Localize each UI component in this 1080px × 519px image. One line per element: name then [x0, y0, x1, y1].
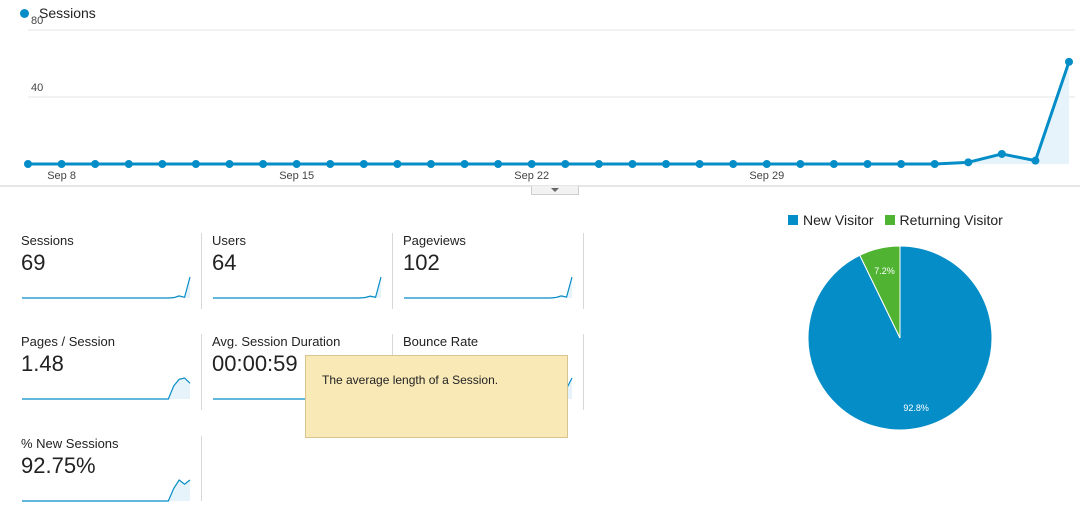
metric-label: Users	[212, 233, 246, 248]
data-point	[897, 160, 906, 168]
chart-legend[interactable]: Sessions	[20, 5, 96, 21]
sessions-line-chart[interactable]: 40 80 Sep 8 Sep 15 Sep 22 Sep 29	[0, 0, 1080, 200]
series-color-dot	[20, 8, 29, 18]
metric-new-sessions[interactable]: % New Sessions 92.75%	[21, 433, 202, 519]
metric-value: 64	[212, 250, 237, 275]
data-point	[1065, 57, 1073, 66]
metric-label: Pages / Session	[21, 334, 115, 349]
legend-item-new-visitor[interactable]: New Visitor	[788, 212, 874, 228]
sparkline	[22, 377, 191, 400]
data-point	[796, 160, 805, 168]
chevron-down-icon	[551, 188, 559, 192]
x-tick-label: Sep 22	[514, 170, 549, 182]
metric-pageviews[interactable]: Pageviews 102	[403, 230, 584, 316]
metric-value: 69	[21, 250, 46, 275]
collapse-chart-button[interactable]	[531, 186, 579, 195]
data-point	[292, 160, 301, 168]
data-point	[662, 160, 671, 168]
metric-divider	[201, 334, 202, 410]
x-tick-label: Sep 29	[749, 170, 784, 182]
series-line	[28, 61, 1071, 166]
metric-divider	[392, 233, 393, 309]
x-tick-label: Sep 8	[47, 170, 76, 182]
data-point	[930, 160, 939, 168]
visitor-type-pie-chart[interactable]: 92.8% 7.2%	[805, 243, 995, 433]
sparkline-line	[22, 276, 191, 299]
pie-slice-label: 92.8%	[903, 403, 929, 413]
data-point	[762, 160, 771, 168]
metric-label: Sessions	[21, 233, 74, 248]
metric-pages-per-session[interactable]: Pages / Session 1.48	[21, 331, 202, 417]
metric-value: 92.75%	[21, 453, 96, 478]
tooltip-text: The average length of a Session.	[322, 373, 499, 387]
data-point	[124, 160, 133, 168]
metric-sessions[interactable]: Sessions 69	[21, 230, 202, 316]
data-point	[57, 160, 66, 168]
data-point	[561, 160, 570, 168]
sparkline	[213, 276, 382, 299]
sparkline	[404, 276, 573, 299]
sparkline	[22, 479, 191, 502]
metric-label: Pageviews	[403, 233, 466, 248]
metric-label: Avg. Session Duration	[212, 334, 341, 349]
sparkline-line	[22, 479, 191, 502]
metric-value: 00:00:59	[212, 351, 298, 376]
legend-new-visitor-label: New Visitor	[803, 212, 874, 228]
legend-sessions-label: Sessions	[39, 5, 96, 21]
y-tick-label: 80	[31, 15, 43, 27]
metric-value: 102	[403, 250, 440, 275]
series-area	[28, 61, 1069, 165]
sparkline-area	[404, 277, 572, 298]
metric-label: % New Sessions	[21, 436, 119, 451]
new-visitor-swatch	[788, 215, 798, 225]
metric-divider	[201, 436, 202, 501]
data-point	[628, 160, 637, 168]
metric-divider	[583, 233, 584, 309]
data-point	[997, 149, 1006, 158]
sparkline-area	[22, 378, 190, 399]
sparkline-line	[404, 276, 573, 299]
data-point	[158, 160, 167, 168]
sparkline-area	[22, 480, 190, 501]
y-tick-label: 40	[31, 82, 43, 94]
metric-users[interactable]: Users 64	[212, 230, 393, 316]
data-point	[426, 160, 435, 168]
metric-tooltip: The average length of a Session.	[305, 355, 568, 438]
data-point	[259, 160, 268, 168]
data-point	[393, 160, 402, 168]
data-point	[91, 160, 100, 168]
data-point	[829, 160, 838, 168]
sparkline-line	[213, 276, 382, 299]
data-point	[1031, 156, 1040, 165]
pie-slice-returning-visitor	[859, 245, 901, 339]
metric-divider	[201, 233, 202, 309]
data-point	[964, 158, 973, 167]
data-point	[729, 160, 738, 168]
metric-label: Bounce Rate	[403, 334, 479, 349]
returning-visitor-swatch	[884, 215, 895, 225]
data-point	[494, 160, 503, 168]
data-point	[24, 160, 32, 168]
data-point	[326, 160, 335, 168]
metric-value: 1.48	[21, 351, 64, 376]
sparkline-area	[22, 277, 190, 298]
sparkline-line	[22, 377, 191, 400]
legend-returning-visitor-label: Returning Visitor	[899, 212, 1003, 228]
data-point	[527, 160, 536, 168]
data-point	[863, 160, 872, 168]
pie-slice-label: 7.2%	[874, 266, 895, 276]
metric-divider	[583, 334, 584, 410]
legend-item-returning-visitor[interactable]: Returning Visitor	[884, 212, 1003, 228]
sparkline-area	[213, 277, 381, 298]
data-point	[594, 160, 603, 168]
data-point	[225, 160, 234, 168]
data-point	[359, 160, 368, 168]
x-tick-label: Sep 15	[279, 170, 314, 182]
data-point	[191, 160, 200, 168]
data-point	[695, 160, 704, 168]
pie-legend: New Visitor Returning Visitor	[788, 212, 1014, 228]
data-point	[460, 160, 469, 168]
sparkline	[22, 276, 191, 299]
